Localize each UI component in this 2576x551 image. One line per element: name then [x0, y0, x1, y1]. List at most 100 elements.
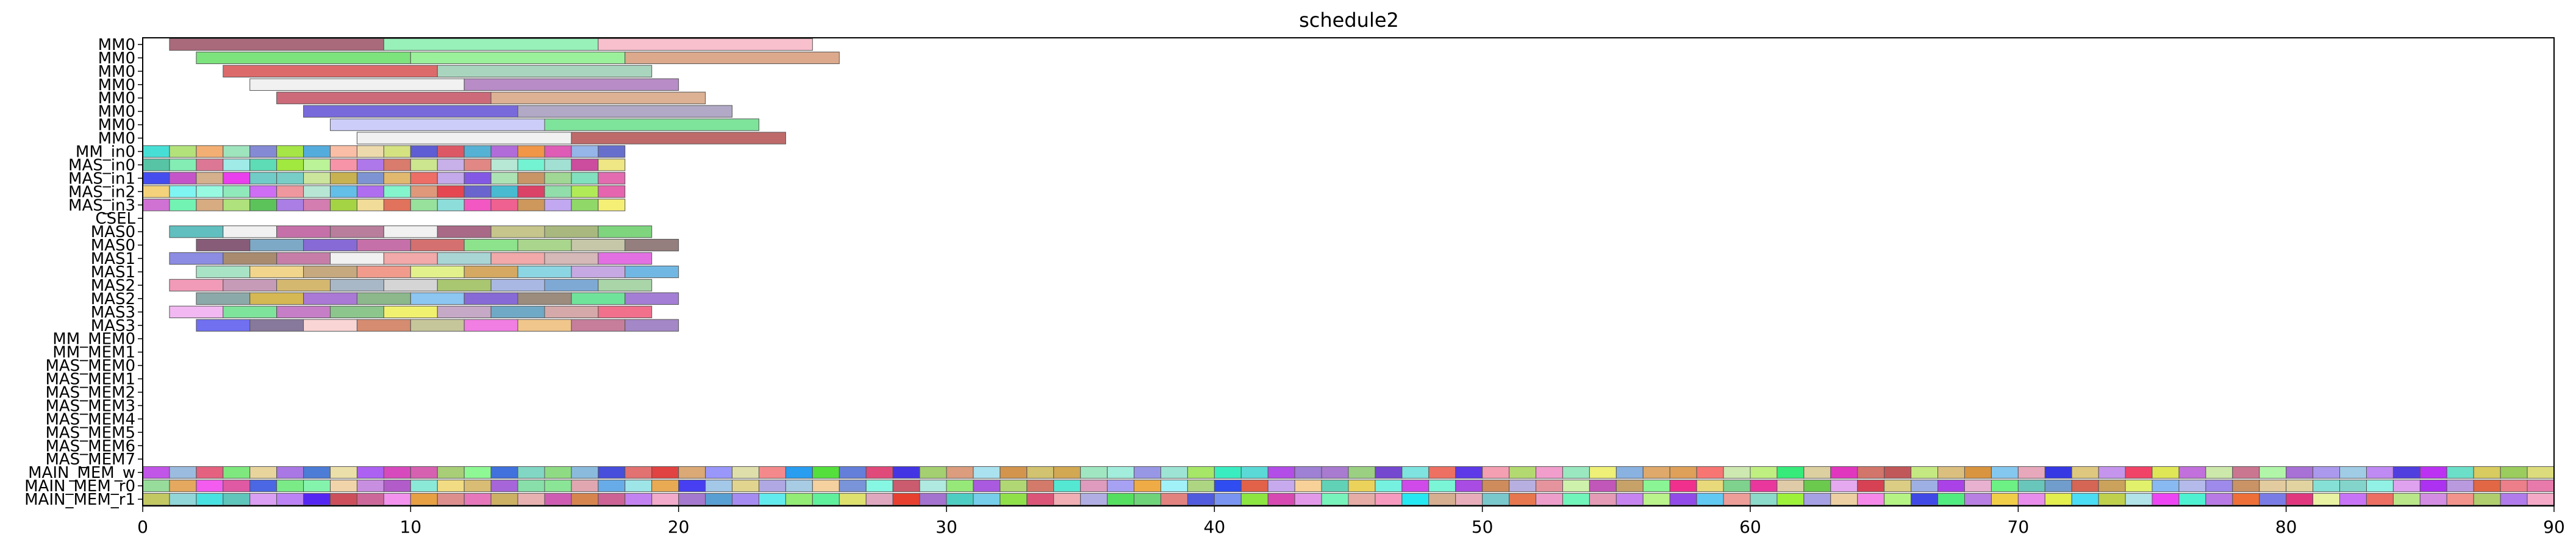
task-bar — [249, 319, 304, 332]
task-bar — [598, 226, 653, 238]
task-bar — [1964, 479, 1992, 492]
task-bar — [249, 158, 277, 171]
task-bar — [1214, 466, 1242, 479]
task-bar — [2339, 479, 2367, 492]
task-bar — [1536, 479, 1563, 492]
task-bar — [276, 199, 304, 212]
task-bar — [276, 279, 331, 292]
task-bar — [624, 265, 679, 279]
task-bar — [571, 185, 599, 198]
task-bar — [1696, 466, 1724, 479]
task-bar — [892, 466, 920, 479]
task-bar — [919, 492, 947, 506]
y-axis: MM0MM0MM0MM0MM0MM0MM0MM0MM_in0MAS_in0MAS… — [24, 36, 143, 509]
task-bar — [169, 172, 197, 185]
task-bar — [169, 252, 224, 265]
task-bar — [249, 292, 304, 305]
task-bar — [2366, 466, 2394, 479]
task-bar — [490, 252, 545, 265]
task-bar — [758, 492, 786, 506]
task-bar — [1240, 466, 1268, 479]
task-bar — [223, 479, 251, 492]
task-bar — [758, 466, 786, 479]
task-bar — [383, 479, 411, 492]
task-bar — [1267, 466, 1295, 479]
task-bar — [1401, 466, 1429, 479]
task-bar — [410, 172, 438, 185]
task-bar — [785, 466, 813, 479]
task-bar — [651, 479, 679, 492]
task-bar — [517, 199, 545, 212]
task-bar — [2313, 466, 2341, 479]
y-tick-label: MM_MEM0 — [52, 330, 135, 349]
task-bar — [544, 466, 572, 479]
y-tick-label: MM0 — [98, 103, 135, 121]
task-bar — [598, 38, 813, 51]
task-bar — [2527, 479, 2555, 492]
task-bar — [410, 51, 626, 65]
y-tick-label: MAS0 — [91, 223, 135, 241]
task-bar — [571, 292, 626, 305]
task-bar — [303, 466, 331, 479]
task-bar — [2098, 479, 2126, 492]
task-bar — [223, 492, 251, 506]
task-bar — [2339, 492, 2367, 506]
task-bar — [303, 492, 331, 506]
task-bar — [490, 226, 545, 238]
task-bar — [356, 492, 384, 506]
task-bar — [1911, 479, 1939, 492]
task-bar — [1830, 466, 1858, 479]
task-bar — [2500, 466, 2528, 479]
task-bar — [196, 466, 224, 479]
task-bar — [169, 466, 197, 479]
task-bar — [1455, 479, 1483, 492]
task-bar — [1160, 492, 1188, 506]
task-bar — [303, 145, 331, 158]
task-bar — [196, 238, 251, 252]
task-bar — [1482, 492, 1510, 506]
task-bar — [678, 479, 706, 492]
task-bar — [249, 145, 277, 158]
task-bar — [732, 479, 759, 492]
task-bar — [1991, 479, 2019, 492]
task-bar — [1509, 466, 1537, 479]
task-bar — [437, 199, 465, 212]
task-bar — [410, 479, 438, 492]
task-bar — [383, 226, 438, 238]
task-bar — [1589, 492, 1617, 506]
task-bar — [1000, 479, 1028, 492]
task-bar — [249, 199, 277, 212]
x-tick-label: 80 — [2275, 517, 2297, 537]
task-bar — [2044, 492, 2072, 506]
task-bar — [1562, 479, 1590, 492]
task-bar — [1884, 492, 1912, 506]
task-bar — [196, 172, 224, 185]
task-bar — [303, 105, 518, 118]
task-bar — [463, 145, 492, 158]
y-tick-label: MAS_in2 — [68, 183, 135, 201]
task-bar — [892, 492, 920, 506]
task-bar — [1080, 466, 1108, 479]
x-tick-label: 30 — [936, 517, 957, 537]
task-bar — [517, 479, 545, 492]
task-bar — [490, 145, 518, 158]
task-bar — [2098, 466, 2126, 479]
task-bar — [330, 199, 357, 212]
task-bar — [169, 226, 224, 238]
task-bar — [544, 172, 572, 185]
task-bar — [919, 479, 947, 492]
y-tick-label: MM_in0 — [76, 143, 135, 162]
task-bar — [544, 158, 572, 171]
task-bar — [330, 252, 384, 265]
task-bar — [839, 479, 867, 492]
task-bar — [490, 91, 706, 104]
task-bar — [303, 158, 331, 171]
task-bar — [490, 479, 518, 492]
task-bar — [383, 185, 411, 198]
task-bar — [2017, 466, 2045, 479]
task-bar — [2392, 492, 2420, 506]
y-tick-label: MM0 — [98, 63, 135, 81]
task-bar — [812, 479, 840, 492]
y-tick-label: MAS_MEM2 — [45, 383, 135, 402]
